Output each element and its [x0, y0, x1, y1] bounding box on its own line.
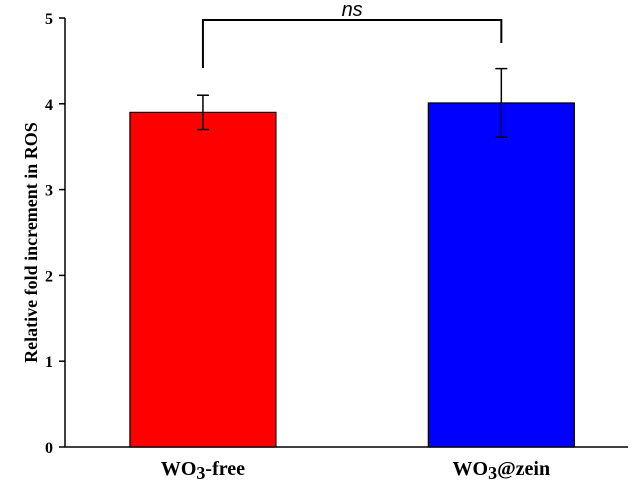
y-axis-title: Relative fold increment in ROS [21, 122, 41, 363]
y-tick-label: 3 [45, 183, 53, 200]
bars [129, 102, 575, 448]
error-bars [196, 67, 508, 139]
y-tick-label: 2 [45, 268, 53, 285]
y-ticks: 0 1 2 3 4 5 [45, 11, 65, 457]
bar-2 [427, 102, 575, 448]
significance-label: ns [342, 0, 363, 21]
significance-bracket: ns [201, 0, 503, 68]
y-tick-label: 1 [45, 354, 53, 371]
y-tick-label: 4 [45, 97, 53, 114]
significance-line [201, 19, 503, 68]
x-labels: WO3-free WO3@zein [161, 458, 550, 483]
x-tick-label-1: WO3-free [161, 458, 245, 483]
y-tick-label: 0 [45, 440, 53, 457]
y-tick-label: 5 [45, 11, 53, 28]
x-tick-label-2: WO3@zein [453, 458, 551, 483]
bar-1 [129, 111, 277, 448]
